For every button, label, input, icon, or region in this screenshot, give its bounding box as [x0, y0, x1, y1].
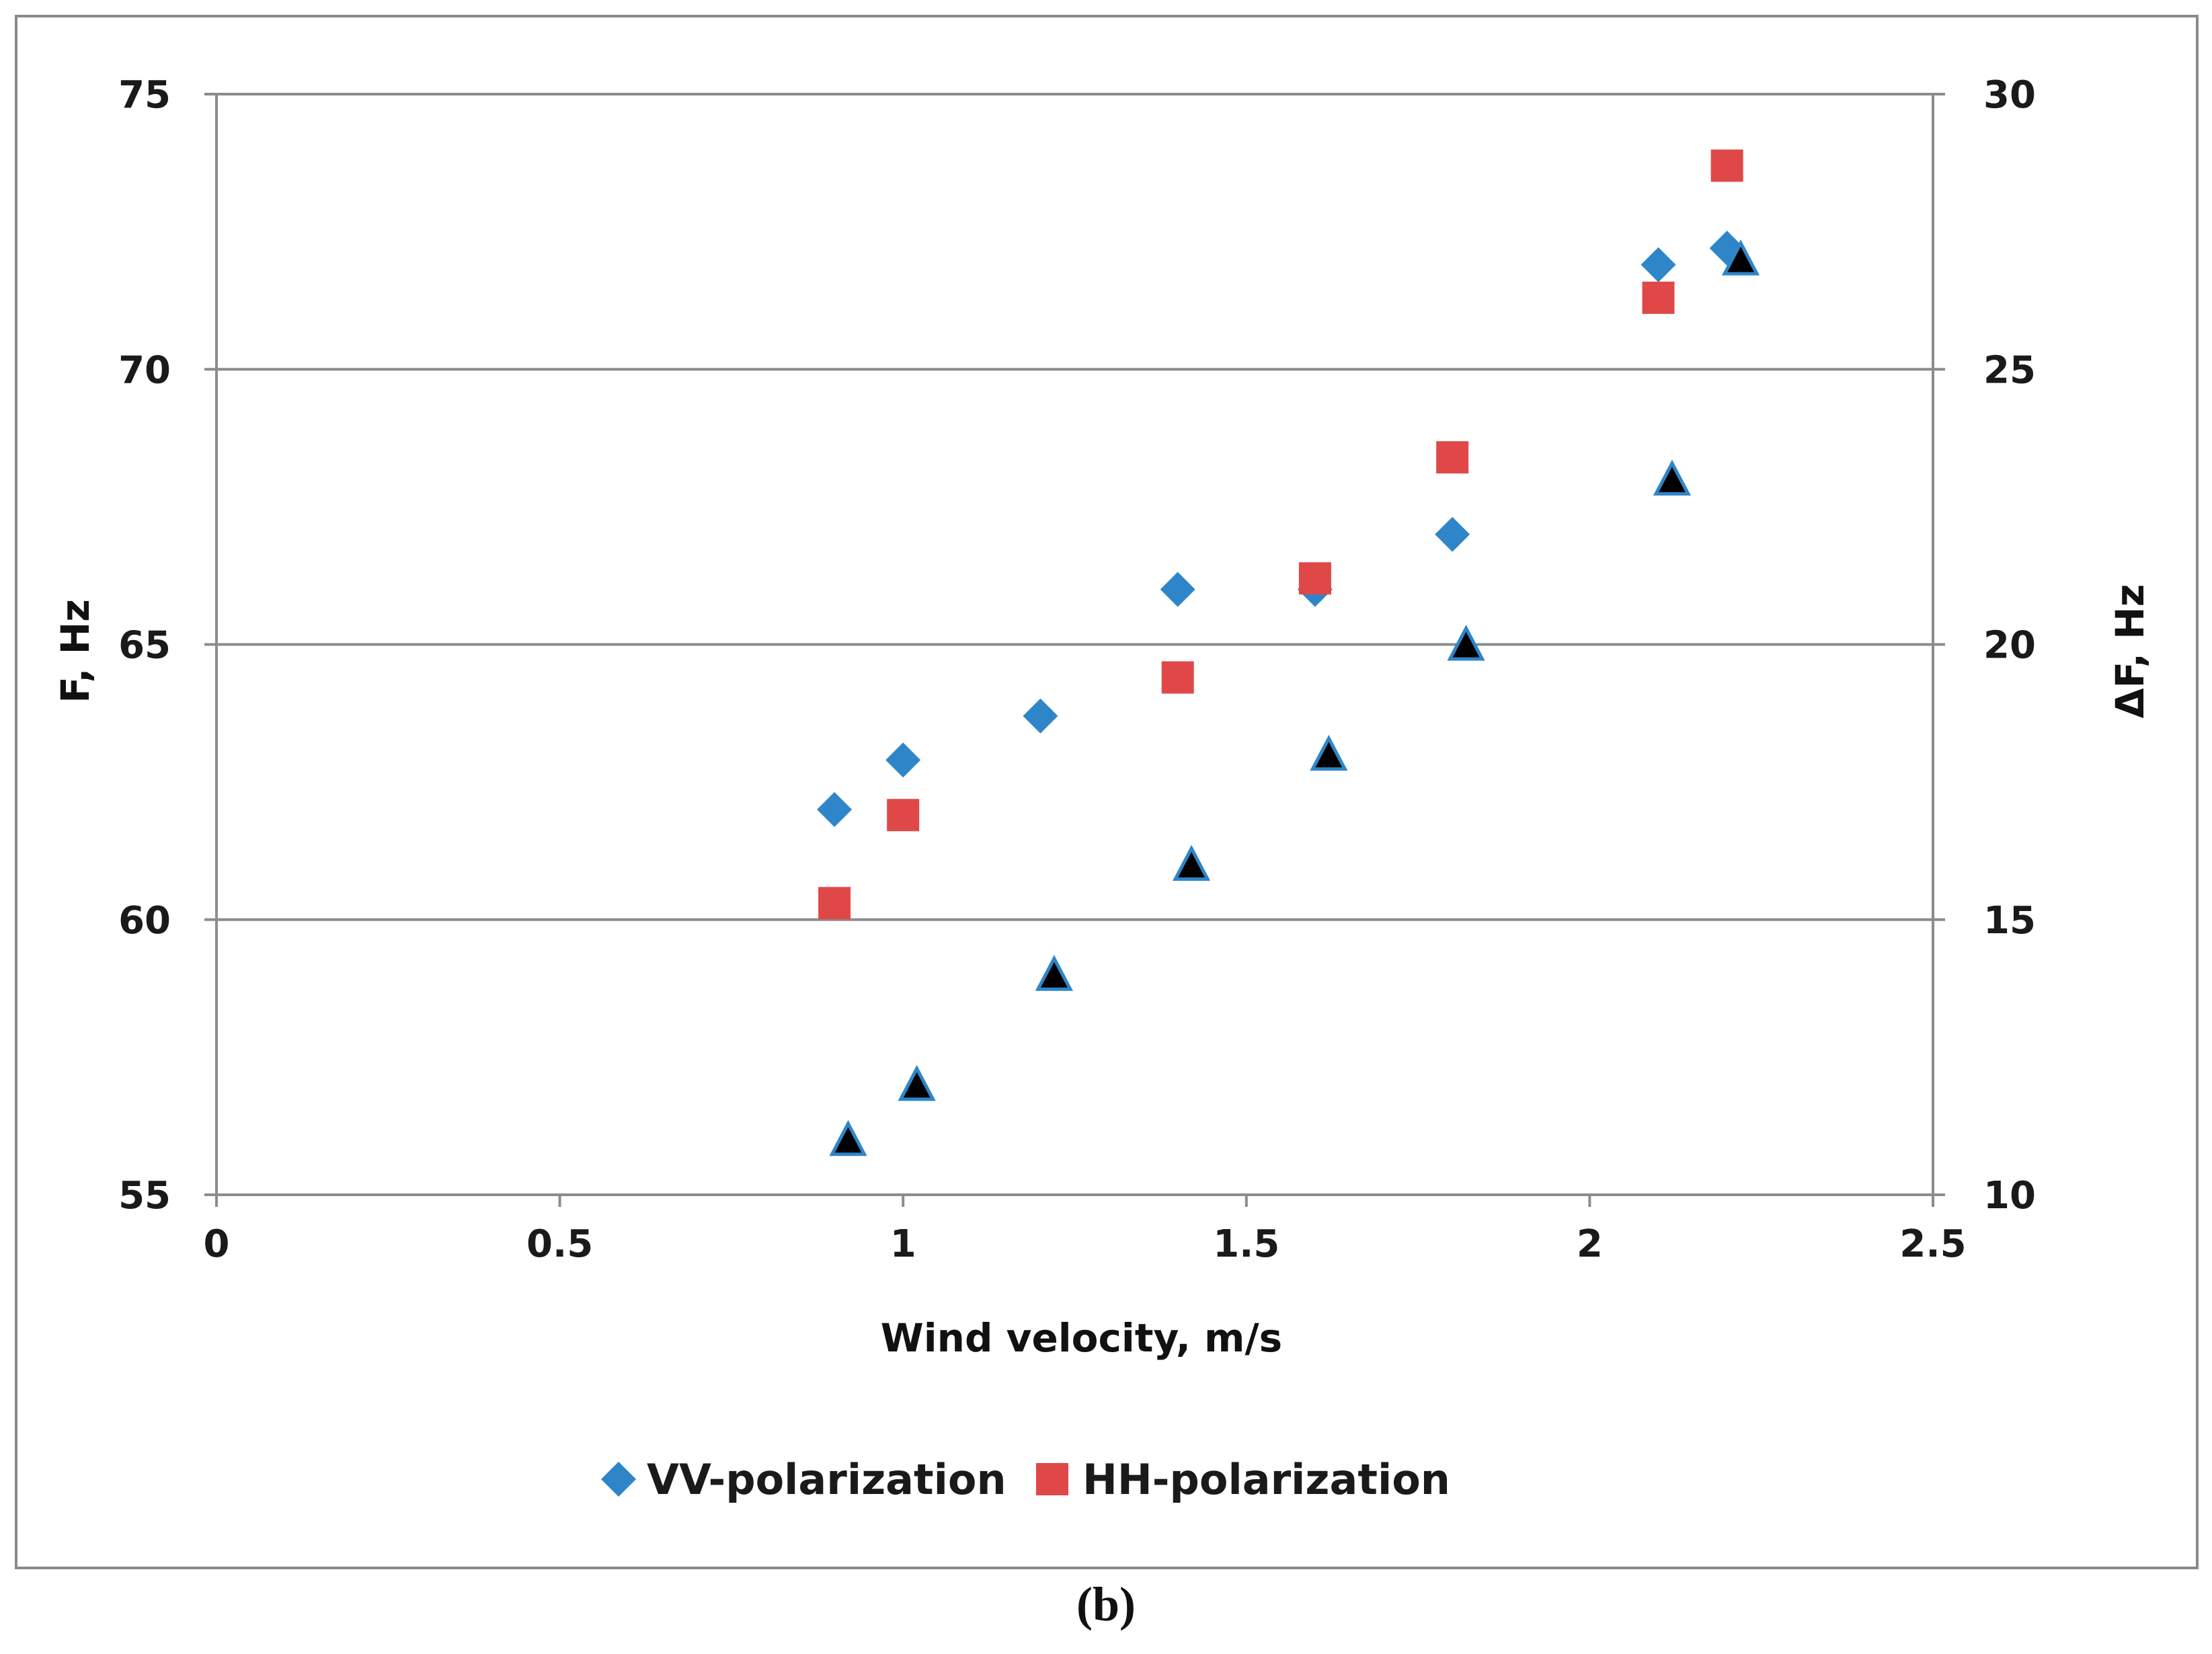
data-point-triangle	[1035, 955, 1074, 991]
legend-marker-square	[1036, 1463, 1068, 1495]
data-point-diamond	[1160, 572, 1195, 607]
right-y-tick-label: 30	[1983, 73, 2036, 117]
data-point-triangle	[1653, 459, 1692, 496]
left-y-tick-label: 55	[118, 1174, 171, 1218]
data-point-square	[1298, 562, 1331, 595]
data-point-diamond	[1641, 247, 1676, 282]
gridlines	[216, 93, 1933, 1196]
x-tick-label: 1.5	[1213, 1222, 1279, 1266]
left-y-tick-label: 75	[118, 73, 171, 117]
data-point-triangle	[898, 1064, 936, 1101]
data-point-square	[1642, 281, 1675, 314]
right-y-tick-label: 20	[1983, 624, 2036, 668]
left-y-axis-title: F, Hz	[52, 599, 98, 703]
right-y-tick-label: 10	[1983, 1174, 2036, 1218]
x-tick-label: 2	[1577, 1222, 1603, 1266]
left-y-tick-label: 70	[118, 348, 171, 392]
right-y-axis-title: ΔF, Hz	[2107, 584, 2153, 719]
x-tick-label: 0	[204, 1222, 230, 1266]
data-point-square	[818, 887, 851, 920]
x-tick-label: 0.5	[526, 1222, 593, 1266]
data-point-diamond	[1435, 516, 1470, 552]
data-point-triangle	[1721, 239, 1760, 276]
x-tick-label: 1	[890, 1222, 916, 1266]
data-markers	[817, 149, 1760, 1156]
data-point-triangle	[829, 1119, 867, 1156]
legend-label: HH-polarization	[1082, 1455, 1450, 1504]
tick-labels: 0 0.5 1 1.5 2 2.5 55 60 65 70 75 10 15 20 25 30	[118, 73, 2036, 1266]
data-point-square	[1710, 149, 1743, 182]
left-y-tick-label: 65	[118, 624, 171, 668]
data-point-square	[1161, 661, 1194, 694]
figure-frame	[15, 15, 2199, 1569]
left-y-tick-label: 60	[118, 899, 171, 943]
x-tick-label: 2.5	[1899, 1222, 1966, 1266]
legend: VV-polarization HH-polarization	[601, 1455, 1450, 1504]
right-y-tick-label: 25	[1983, 348, 2036, 392]
panel-caption: (b)	[1076, 1577, 1136, 1631]
data-point-triangle	[1310, 734, 1348, 771]
data-point-triangle	[1447, 625, 1485, 661]
right-y-tick-label: 15	[1983, 899, 2036, 943]
data-point-diamond	[817, 792, 853, 828]
data-point-diamond	[885, 742, 921, 778]
data-point-square	[1436, 441, 1469, 474]
axes	[204, 93, 1945, 1207]
legend-marker-diamond	[601, 1462, 636, 1497]
data-point-triangle	[1172, 844, 1211, 881]
data-point-diamond	[1023, 698, 1058, 734]
legend-label: VV-polarization	[647, 1455, 1006, 1504]
x-axis-title: Wind velocity, m/s	[881, 1315, 1282, 1361]
data-point-square	[887, 799, 920, 832]
